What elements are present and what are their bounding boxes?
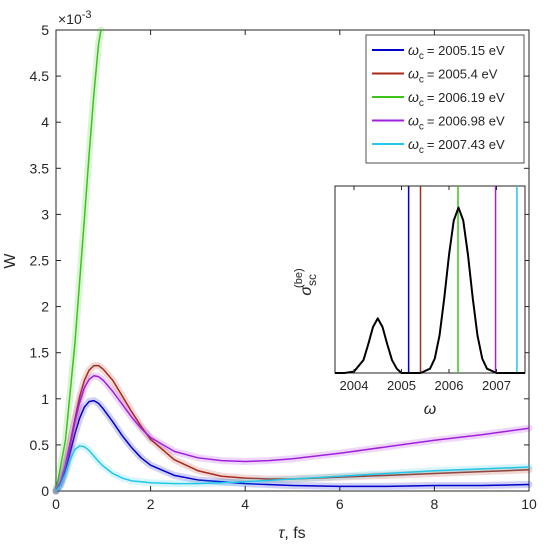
inset-marker-lines: [407, 186, 518, 373]
y-axis-label: W: [2, 253, 19, 269]
y-tick-label: 1.5: [30, 345, 50, 361]
y-tick-label: 1: [41, 391, 49, 407]
inset-y-symbol: σ: [298, 285, 315, 296]
y-tick-label: 2.5: [30, 253, 50, 269]
y-tick-label: 0.5: [30, 437, 50, 453]
svg-text:σsc(be): σsc(be): [293, 268, 319, 295]
y-tick-label: 4: [41, 114, 49, 130]
series-line-4: [55, 375, 530, 492]
y-tick-label: 2: [41, 299, 49, 315]
legend-label-5: ωc = 2007.43 eV: [408, 136, 505, 156]
legend-label-2: ωc = 2005.4 eV: [408, 66, 498, 86]
y-tick-label: 4.5: [30, 68, 50, 84]
y-tick-label: 0: [41, 483, 49, 499]
y-tick-label: 5: [41, 22, 49, 38]
inset-y-axis-label: σsc(be): [293, 268, 319, 295]
legend-entries: ωc = 2005.15 eV ωc = 2005.4 eV ωc = 2006.19 e…: [372, 42, 505, 156]
inset-curve-group: [335, 206, 525, 374]
y-tick-label: 3.5: [30, 160, 50, 176]
legend-label-3: ωc = 2006.19 eV: [408, 89, 505, 109]
x-tick-label: 8: [431, 496, 439, 512]
x-tick-label: 4: [241, 496, 249, 512]
series-line-3: [55, 29, 102, 492]
inset-x-tick-label: 2004: [340, 378, 369, 393]
x-tick-label: 10: [521, 496, 537, 512]
inset-plot-area: [334, 185, 526, 374]
inset-x-tick-label: 2007: [482, 378, 511, 393]
main-ticks: 0 2 4 6 8 10 0 0.5 1 1.5 2 2.5 3 3.5 4 4.5 5: [30, 22, 537, 512]
inset-y-superscript: (be): [293, 268, 305, 288]
inset-y-subscript: sc: [305, 274, 319, 286]
main-series-group: [52, 26, 533, 495]
legend-box: [365, 34, 525, 164]
x-axis-label: τ, fs: [278, 525, 305, 542]
x-tick-label: 6: [336, 496, 344, 512]
legend: ωc = 2005.15 eV ωc = 2005.4 eV ωc = 2006.19 e…: [365, 34, 525, 164]
series-line-5: [55, 445, 530, 492]
series-line-1: [55, 399, 530, 492]
inset-x-tick-label: 2005: [387, 378, 416, 393]
legend-label-4: ωc = 2006.98 eV: [408, 113, 505, 133]
legend-label-1: ωc = 2005.15 eV: [408, 42, 505, 62]
inset-x-tick-label: 2006: [435, 378, 464, 393]
y-tick-label: 3: [41, 206, 49, 222]
x-tick-label: 0: [52, 496, 60, 512]
x-tick-label: 2: [147, 496, 155, 512]
inset-axes: 2004 2005 2006 2007 ω σsc(be): [293, 185, 526, 418]
inset-x-axis-label: ω: [424, 401, 436, 418]
inset-curve-line: [335, 206, 525, 374]
y-exponent-label: ×10-3: [58, 9, 92, 27]
inset-ticks: 2004 2005 2006 2007: [340, 186, 511, 393]
